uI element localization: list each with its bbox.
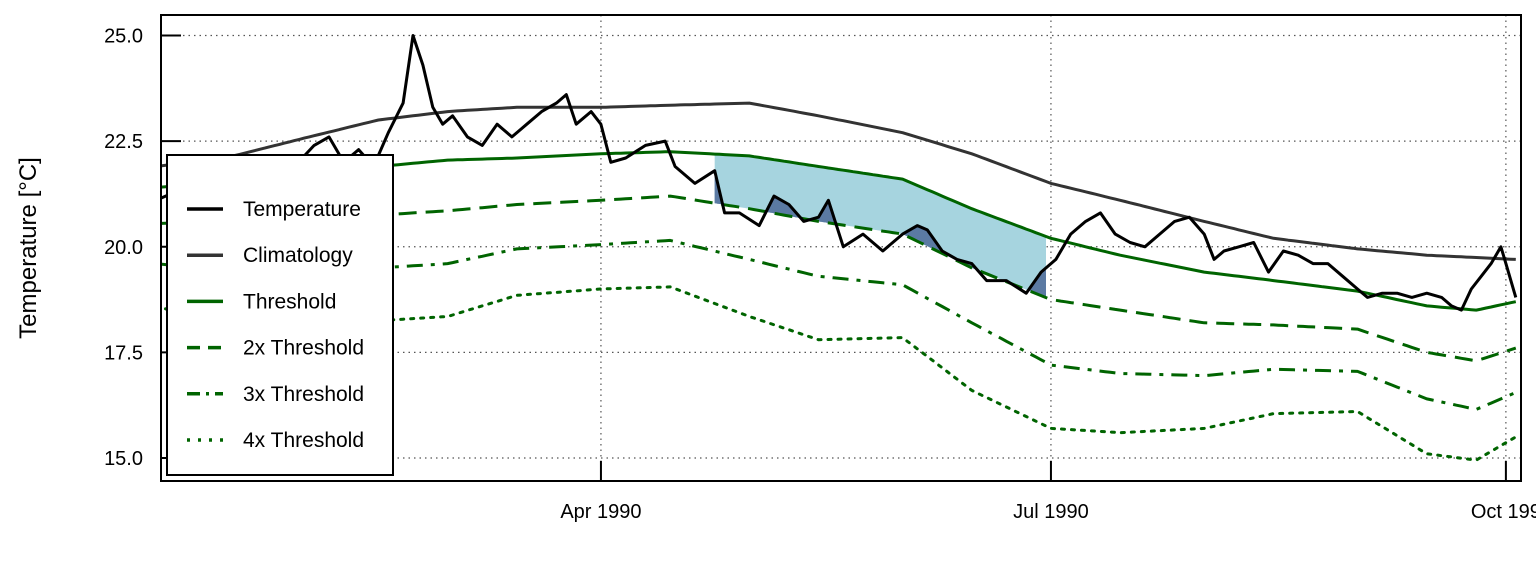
legend-label: 4x Threshold xyxy=(243,429,364,452)
legend-label: 3x Threshold xyxy=(243,383,364,406)
legend: Temperature Climatology Threshold 2x Thresh… xyxy=(166,154,394,476)
y-tick-label: 22.5 xyxy=(104,131,143,153)
x-tick-label: Apr 1990 xyxy=(560,501,641,523)
y-tick-label: 25.0 xyxy=(104,26,143,48)
y-tick-label: 15.0 xyxy=(104,448,143,470)
legend-label: Threshold xyxy=(243,290,336,313)
x-tick-label: Oct 199 xyxy=(1471,501,1536,523)
plot-frame xyxy=(160,14,1522,482)
legend-label: 2x Threshold xyxy=(243,337,364,360)
y-axis-label: Temperature [°C] xyxy=(15,157,42,339)
y-tick-label: 17.5 xyxy=(104,342,143,364)
y-tick-label: 20.0 xyxy=(104,237,143,259)
x-tick-label: Jul 1990 xyxy=(1013,501,1089,523)
legend-label: Climatology xyxy=(243,244,353,267)
series-line-climatology xyxy=(161,101,1516,261)
series-line-temperature xyxy=(161,34,1518,312)
legend-label: Temperature xyxy=(243,198,361,221)
